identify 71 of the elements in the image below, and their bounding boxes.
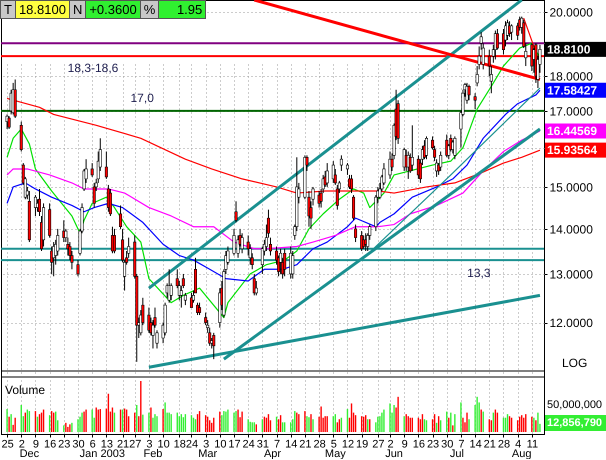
y-tick-label: 18.0000	[550, 70, 594, 84]
x-tick-label: 2	[387, 438, 394, 450]
x-tick-label: 21	[299, 438, 312, 450]
x-tick-label: 13	[100, 438, 113, 450]
x2-tick-label: Apr	[264, 448, 282, 460]
x2-tick-label: Aug	[512, 448, 532, 460]
y-axis-title: Volume	[5, 383, 46, 397]
annotation: 17.58427	[547, 83, 598, 98]
x2-tick-label: Jul	[450, 448, 464, 460]
y-tick-label: 15.0000	[550, 180, 594, 194]
x-tick-label: 3	[146, 438, 152, 450]
x-tick-label: 24	[242, 438, 255, 450]
annotation: 1.95	[158, 0, 206, 19]
annotation: T	[0, 0, 16, 19]
x-tick-label: 31	[256, 438, 269, 450]
x-tick-label: 14	[285, 438, 298, 450]
x-tick-label: 7	[274, 438, 280, 450]
x-tick-label: 19	[356, 438, 368, 450]
x-tick-label: 30	[441, 438, 454, 450]
x2-tick-label: May	[324, 448, 346, 460]
x-tick-label: 9	[402, 438, 408, 450]
annotation: 18,3-18,6	[68, 61, 119, 75]
x-tick-label: 17	[228, 438, 241, 450]
x-tick-label: 23	[426, 438, 440, 450]
ref-line-label: 13,3	[467, 266, 491, 280]
x-tick-label: 9	[32, 438, 40, 450]
x-tick-label: 14	[469, 438, 482, 450]
y-tick-label: 14.0000	[550, 222, 594, 236]
x2-tick-label: Mar	[198, 448, 218, 460]
annotation: N	[68, 0, 86, 19]
x-tick-label: 23	[58, 438, 70, 450]
x-tick-label: 21	[484, 438, 496, 450]
y-tick-label: 17.0000	[550, 104, 594, 118]
x2-tick-label: Jan 2003	[80, 448, 125, 460]
y-tick-label: 20.0000	[550, 6, 594, 20]
x-tick-label: 21	[116, 438, 130, 450]
x-tick-label: 16	[412, 438, 426, 450]
annotation: 15.93564	[547, 143, 598, 158]
x2-tick-label: Jun	[385, 448, 403, 460]
text: LOG	[562, 356, 588, 370]
x-tick-label: 16	[44, 438, 56, 450]
x-tick-label: 27	[372, 438, 384, 450]
text: 50,000,000	[547, 399, 602, 411]
x-tick-label: 3	[203, 438, 210, 450]
annotation: 18.8100	[547, 42, 591, 56]
x-tick-label: 24	[186, 438, 198, 450]
x2-tick-label: Feb	[143, 448, 162, 460]
x-tick-label: 25	[1, 438, 14, 450]
text: 12,856,790	[547, 417, 602, 429]
x-tick-label: 27	[129, 438, 142, 450]
x-tick-label: 4	[515, 438, 522, 450]
x-tick-label: 10	[157, 438, 170, 450]
x2-tick-label: Dec	[20, 448, 40, 460]
x-tick-label: 28	[498, 438, 510, 450]
y-tick-label: 12.0000	[550, 316, 594, 330]
x-tick-label: 2	[18, 438, 25, 450]
x-tick-label: 28	[313, 438, 326, 450]
x-tick-label: 18	[174, 438, 186, 450]
x-tick-label: 6	[90, 438, 96, 450]
x-tick-label: 10	[214, 438, 226, 450]
x-tick-label: 5	[330, 438, 337, 450]
annotation: 18.8100	[14, 0, 70, 19]
y-tick-label: 13.0000	[550, 267, 594, 282]
x-tick-label: 7	[458, 438, 464, 450]
x-tick-label: 30	[72, 438, 85, 450]
annotation: +0.3600	[85, 0, 141, 19]
x-tick-label: 11	[526, 438, 538, 450]
ref-line-label: 17,0	[130, 90, 154, 105]
x-tick-label: 12	[342, 438, 354, 450]
annotation: %	[140, 0, 160, 19]
annotation: 16.44569	[547, 124, 598, 138]
